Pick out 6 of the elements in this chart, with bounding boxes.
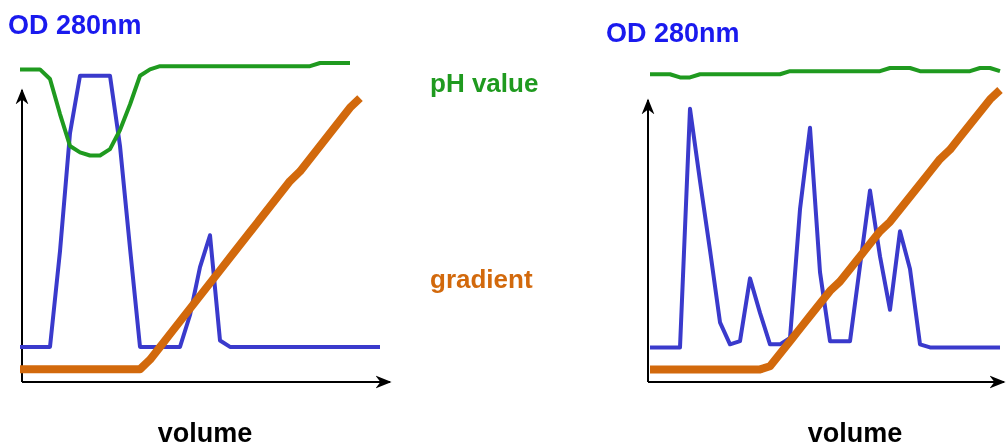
y-axis-title: OD 280nm: [8, 10, 142, 40]
text: pH value: [430, 67, 539, 98]
x-axis-title: volume: [157, 418, 253, 447]
x-axis-title: volume: [807, 418, 903, 447]
text: gradient: [430, 263, 533, 294]
y-axis-title: OD 280nm: [606, 18, 740, 48]
